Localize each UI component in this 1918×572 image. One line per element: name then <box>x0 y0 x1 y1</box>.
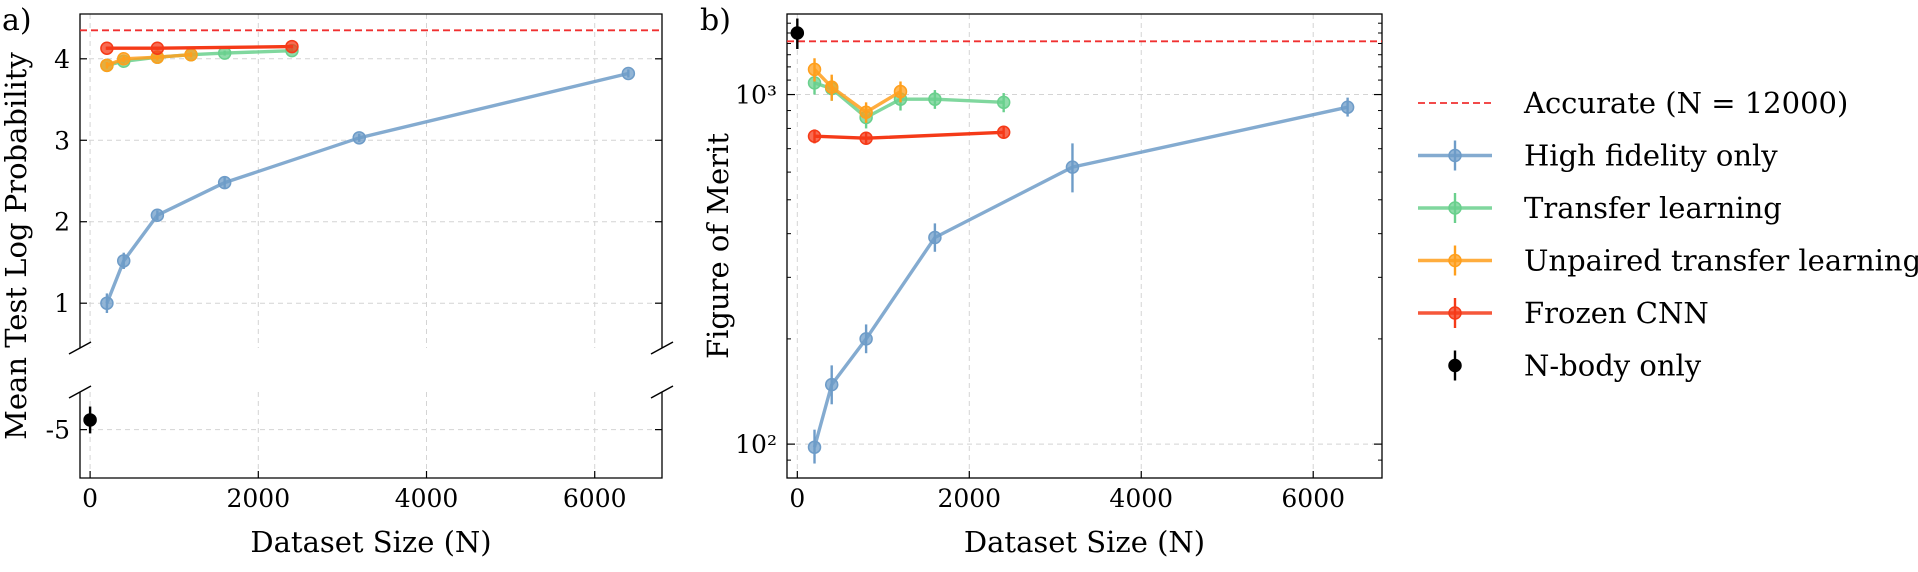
legend-marker <box>1448 253 1462 268</box>
series-unpaired-transfer-learning <box>807 58 908 123</box>
data-point <box>352 131 366 145</box>
y-axis-label: Mean Test Log Probability <box>0 52 33 440</box>
y-tick-label: 10² <box>735 430 777 459</box>
data-point <box>928 92 942 106</box>
data-point <box>807 62 822 77</box>
y-tick-label: 4 <box>54 45 70 74</box>
series-transfer-learning <box>807 72 1011 129</box>
x-axis-label: Dataset Size (N) <box>250 525 491 559</box>
series-n-body-only <box>790 18 805 49</box>
series-line <box>105 71 629 304</box>
panel-label: a) <box>2 3 32 38</box>
legend-entry-high-fidelity-only: High fidelity only <box>1418 139 1778 173</box>
series-high-fidelity-only <box>100 66 636 313</box>
series-frozen-cnn <box>100 39 299 55</box>
data-point <box>116 254 131 268</box>
series-line <box>106 44 292 50</box>
legend: Accurate (N = 12000) High fidelity only Tr… <box>1418 86 1918 383</box>
legend-entry-frozen-cnn: Frozen CNN <box>1418 296 1709 330</box>
legend-label: Accurate (N = 12000) <box>1523 86 1848 120</box>
data-point <box>116 52 131 66</box>
x-tick-label: 6000 <box>563 484 627 513</box>
data-point <box>184 47 198 62</box>
data-point <box>996 95 1011 110</box>
legend-entry-n-body-only: N-body only <box>1448 349 1702 383</box>
y-tick-label: 1 <box>54 289 70 318</box>
legend-entry-unpaired-transfer-learning: Unpaired transfer learning <box>1418 244 1918 278</box>
series-high-fidelity-only <box>807 97 1355 464</box>
x-axis-label: Dataset Size (N) <box>964 525 1205 559</box>
data-point <box>807 440 822 454</box>
y-tick-label: -5 <box>46 416 70 445</box>
legend-label: Frozen CNN <box>1524 296 1709 330</box>
legend-marker <box>1448 201 1462 215</box>
axis-break-mark <box>68 341 92 355</box>
data-point <box>807 129 822 143</box>
axis-break-mark <box>650 341 674 355</box>
x-tick-label: 0 <box>789 484 805 513</box>
series-line <box>813 81 1004 120</box>
series-line <box>814 130 1004 140</box>
axis-break-mark <box>68 385 92 399</box>
legend-label: Unpaired transfer learning <box>1524 244 1918 278</box>
series-line <box>813 68 902 115</box>
series-line <box>812 105 1348 448</box>
data-point <box>100 58 114 73</box>
axis-break-mark <box>650 385 674 399</box>
legend-entry-transfer-learning: Transfer learning <box>1418 191 1782 225</box>
panel-label: b) <box>700 3 731 38</box>
y-axis-label: Figure of Merit <box>701 133 735 359</box>
data-point <box>1340 100 1355 114</box>
data-point <box>217 175 232 190</box>
legend-label: N-body only <box>1524 349 1702 383</box>
data-point <box>150 41 165 55</box>
data-point <box>996 125 1011 140</box>
upper-axes-frame <box>79 13 663 348</box>
series-unpaired-transfer-learning <box>100 47 198 73</box>
data-point <box>859 131 873 145</box>
legend-label: Transfer learning <box>1524 191 1782 225</box>
x-tick-label: 4000 <box>395 484 459 513</box>
data-point <box>1065 160 1080 174</box>
legend-label: High fidelity only <box>1524 139 1778 173</box>
data-point <box>893 84 908 99</box>
data-point <box>824 80 839 94</box>
y-tick-label: 10³ <box>735 81 777 110</box>
legend-marker <box>1448 148 1462 163</box>
data-point <box>100 296 114 310</box>
data-point <box>859 332 873 346</box>
data-point <box>100 41 114 55</box>
panel-a: 1 2 3 4 -5 0 2000 4000 6000 a) Dataset Size (N) Mea… <box>0 3 674 559</box>
y-tick-label: 3 <box>54 126 70 155</box>
panel-b: 10² 10³ 0 2000 4000 6000 b) Dataset Size (N) Fig… <box>700 3 1383 559</box>
x-tick-label: 6000 <box>1281 484 1345 513</box>
x-tick-label: 0 <box>82 484 98 513</box>
axes-frame <box>786 13 1383 479</box>
data-point <box>83 413 97 427</box>
lower-axes-frame <box>79 392 663 479</box>
data-point <box>928 230 942 245</box>
legend-marker <box>1448 358 1462 373</box>
data-point <box>824 377 839 392</box>
data-point <box>859 105 873 119</box>
data-point <box>790 26 805 40</box>
legend-entry-accurate-n-12000: Accurate (N = 12000) <box>1418 86 1848 120</box>
series-line <box>106 53 192 67</box>
x-tick-label: 4000 <box>1109 484 1173 513</box>
x-tick-label: 2000 <box>937 484 1001 513</box>
legend-marker <box>1448 306 1462 320</box>
series-n-body-only <box>83 406 97 434</box>
data-point <box>285 39 299 54</box>
data-point <box>150 208 165 222</box>
data-point <box>621 66 636 81</box>
series-frozen-cnn <box>807 125 1011 145</box>
y-tick-label: 2 <box>54 208 70 237</box>
x-tick-label: 2000 <box>226 484 290 513</box>
